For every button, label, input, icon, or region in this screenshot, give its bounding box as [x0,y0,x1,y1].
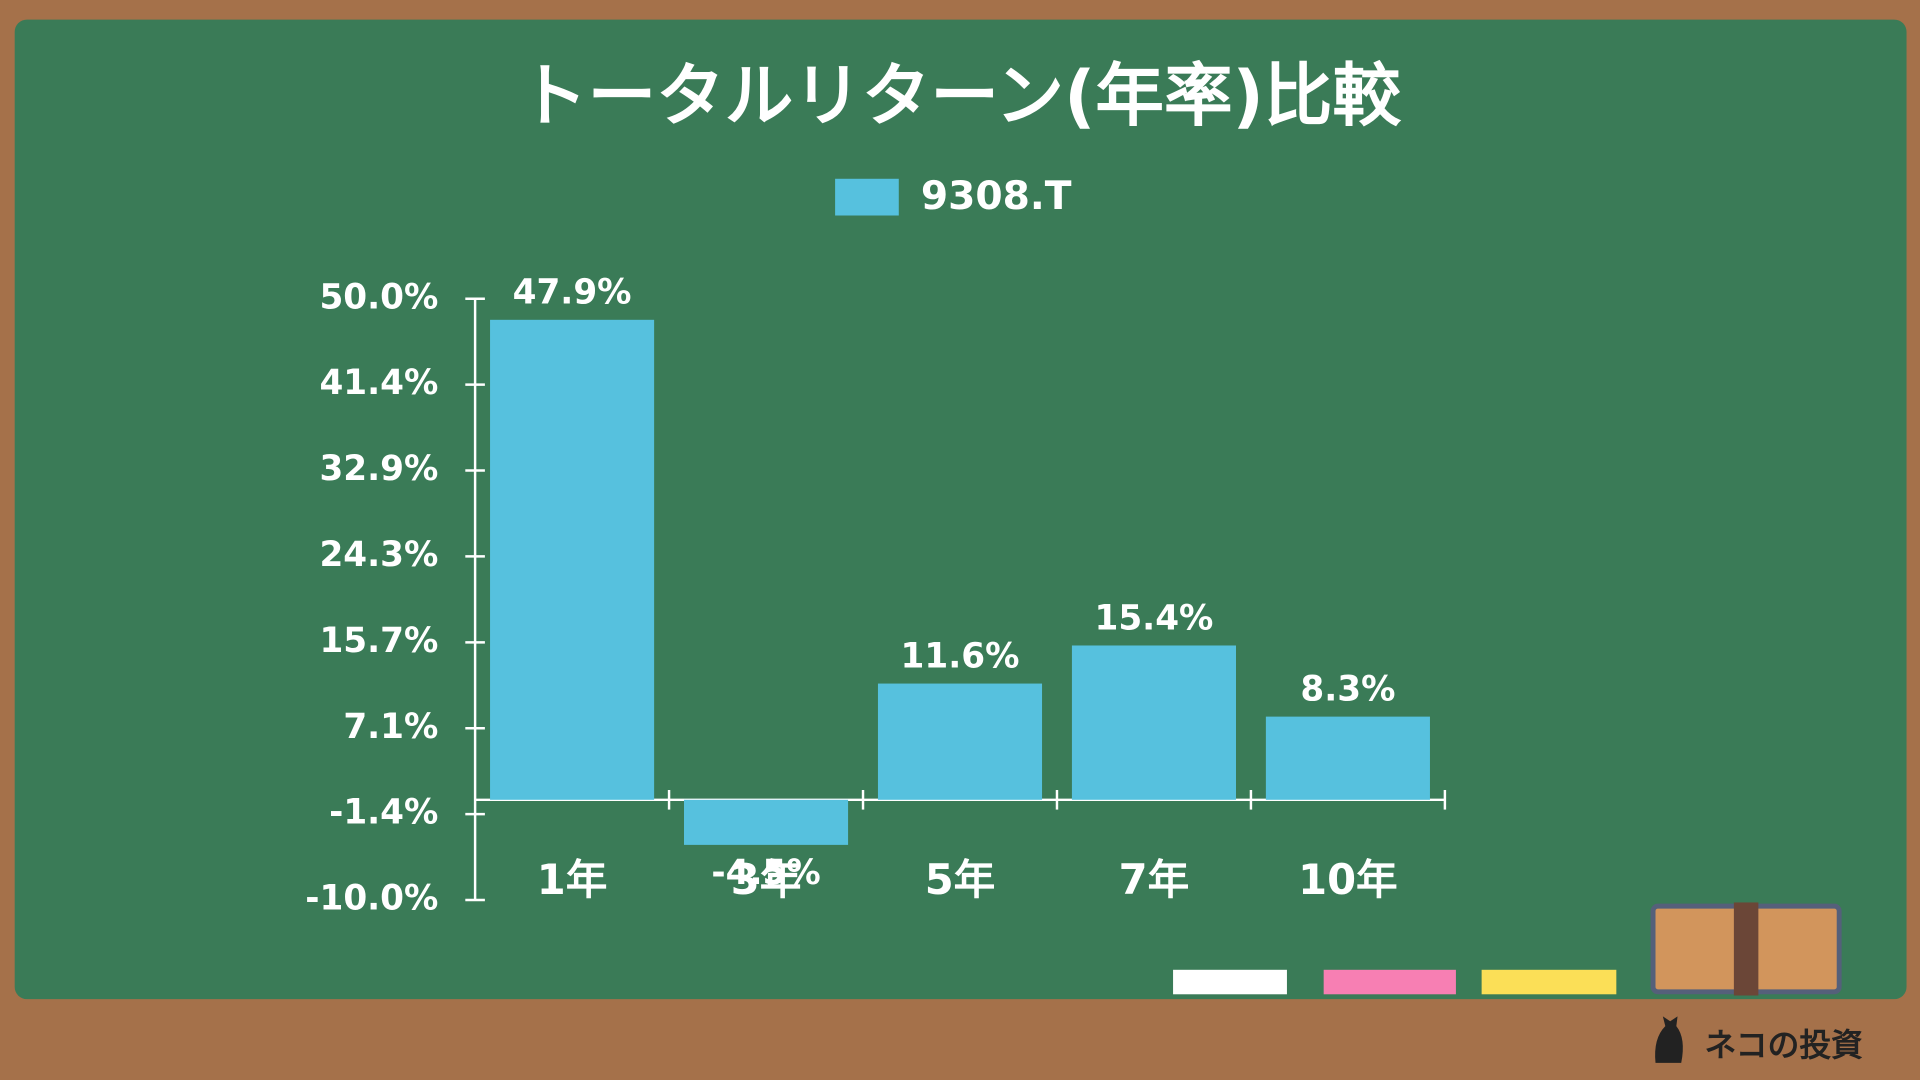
x-tick-label: 7年 [1119,855,1190,904]
bar [1265,716,1430,800]
bar [1071,645,1236,800]
y-tick-label: 41.4% [319,363,438,403]
y-tick-label: 7.1% [343,707,438,747]
y-tick-label: 50.0% [319,277,438,317]
chalk-white [1173,969,1287,995]
value-label: 15.4% [1095,598,1214,638]
x-tick-label: 5年 [925,855,996,904]
value-label: 8.3% [1300,669,1395,709]
y-tick-label: 24.3% [319,535,438,575]
y-tick-label: -1.4% [329,793,438,833]
chalk-pink [1323,969,1456,995]
value-label: 47.9% [513,273,632,313]
y-tick-label: 32.9% [319,449,438,489]
board [14,19,1907,1000]
chalk-yellow [1481,969,1617,995]
y-tick-label: -10.0% [305,879,438,919]
legend-label: 9308.T [921,174,1072,219]
legend-swatch [835,178,899,216]
bar [490,319,655,800]
cat-icon [1655,1016,1683,1063]
x-tick-label: 3年 [731,855,802,904]
value-label: 11.6% [901,636,1020,676]
x-tick-label: 1年 [537,855,608,904]
y-tick-label: 15.7% [319,621,438,661]
watermark: ネコの投資 [1704,1026,1863,1064]
eraser [1650,902,1842,996]
x-tick-label: 10年 [1298,855,1398,904]
bar [877,683,1043,800]
value-label: -4.5% [711,853,820,893]
chart-title: トータルリターン(年率)比較 [519,56,1401,136]
bar [684,799,849,845]
